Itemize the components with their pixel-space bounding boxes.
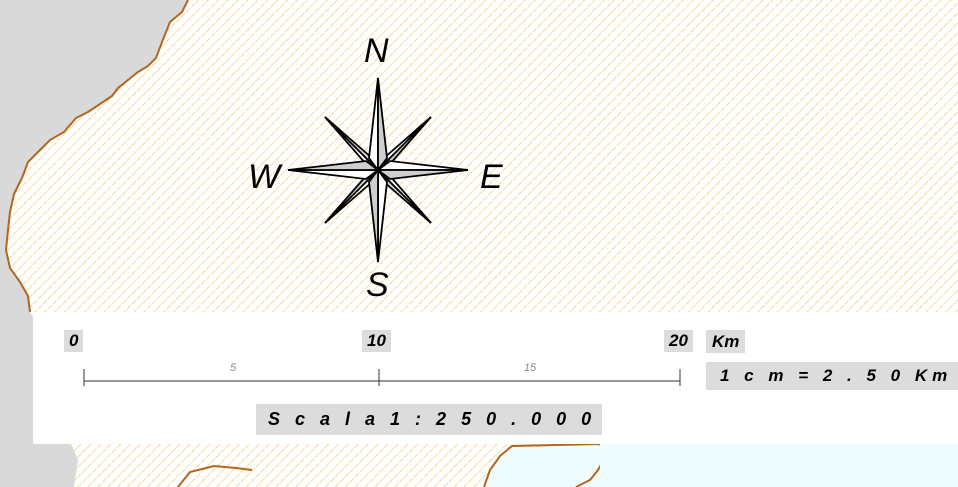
scale-text-label: S c a l a 1 : 2 5 0 . 0 0 0	[256, 404, 603, 435]
compass-label-east: E	[480, 158, 503, 196]
scale-tick-label-20: 20	[664, 330, 693, 352]
coastline	[4, 0, 189, 313]
compass-label-south: S	[366, 266, 389, 304]
scale-minor-tick-label-15: 15	[524, 362, 537, 374]
scale-minor-tick-label-5: 5	[230, 362, 237, 374]
scale-unit-label: Km	[706, 330, 746, 353]
compass-label-west: W	[248, 158, 281, 196]
scale-ratio-label: 1 c m = 2 . 5 0 Km	[706, 362, 958, 390]
scale-bar-line	[83, 369, 681, 386]
compass-label-north: N	[364, 32, 389, 70]
scale-tick-label-0: 0	[64, 330, 84, 352]
compass-cardinal-points	[287, 77, 469, 263]
coastline-bottom-left	[177, 464, 253, 487]
water-area-right	[600, 444, 958, 487]
scale-tick-label-10: 10	[362, 330, 391, 352]
compass-rose	[287, 77, 469, 263]
compass-diagonal-points	[324, 116, 432, 224]
